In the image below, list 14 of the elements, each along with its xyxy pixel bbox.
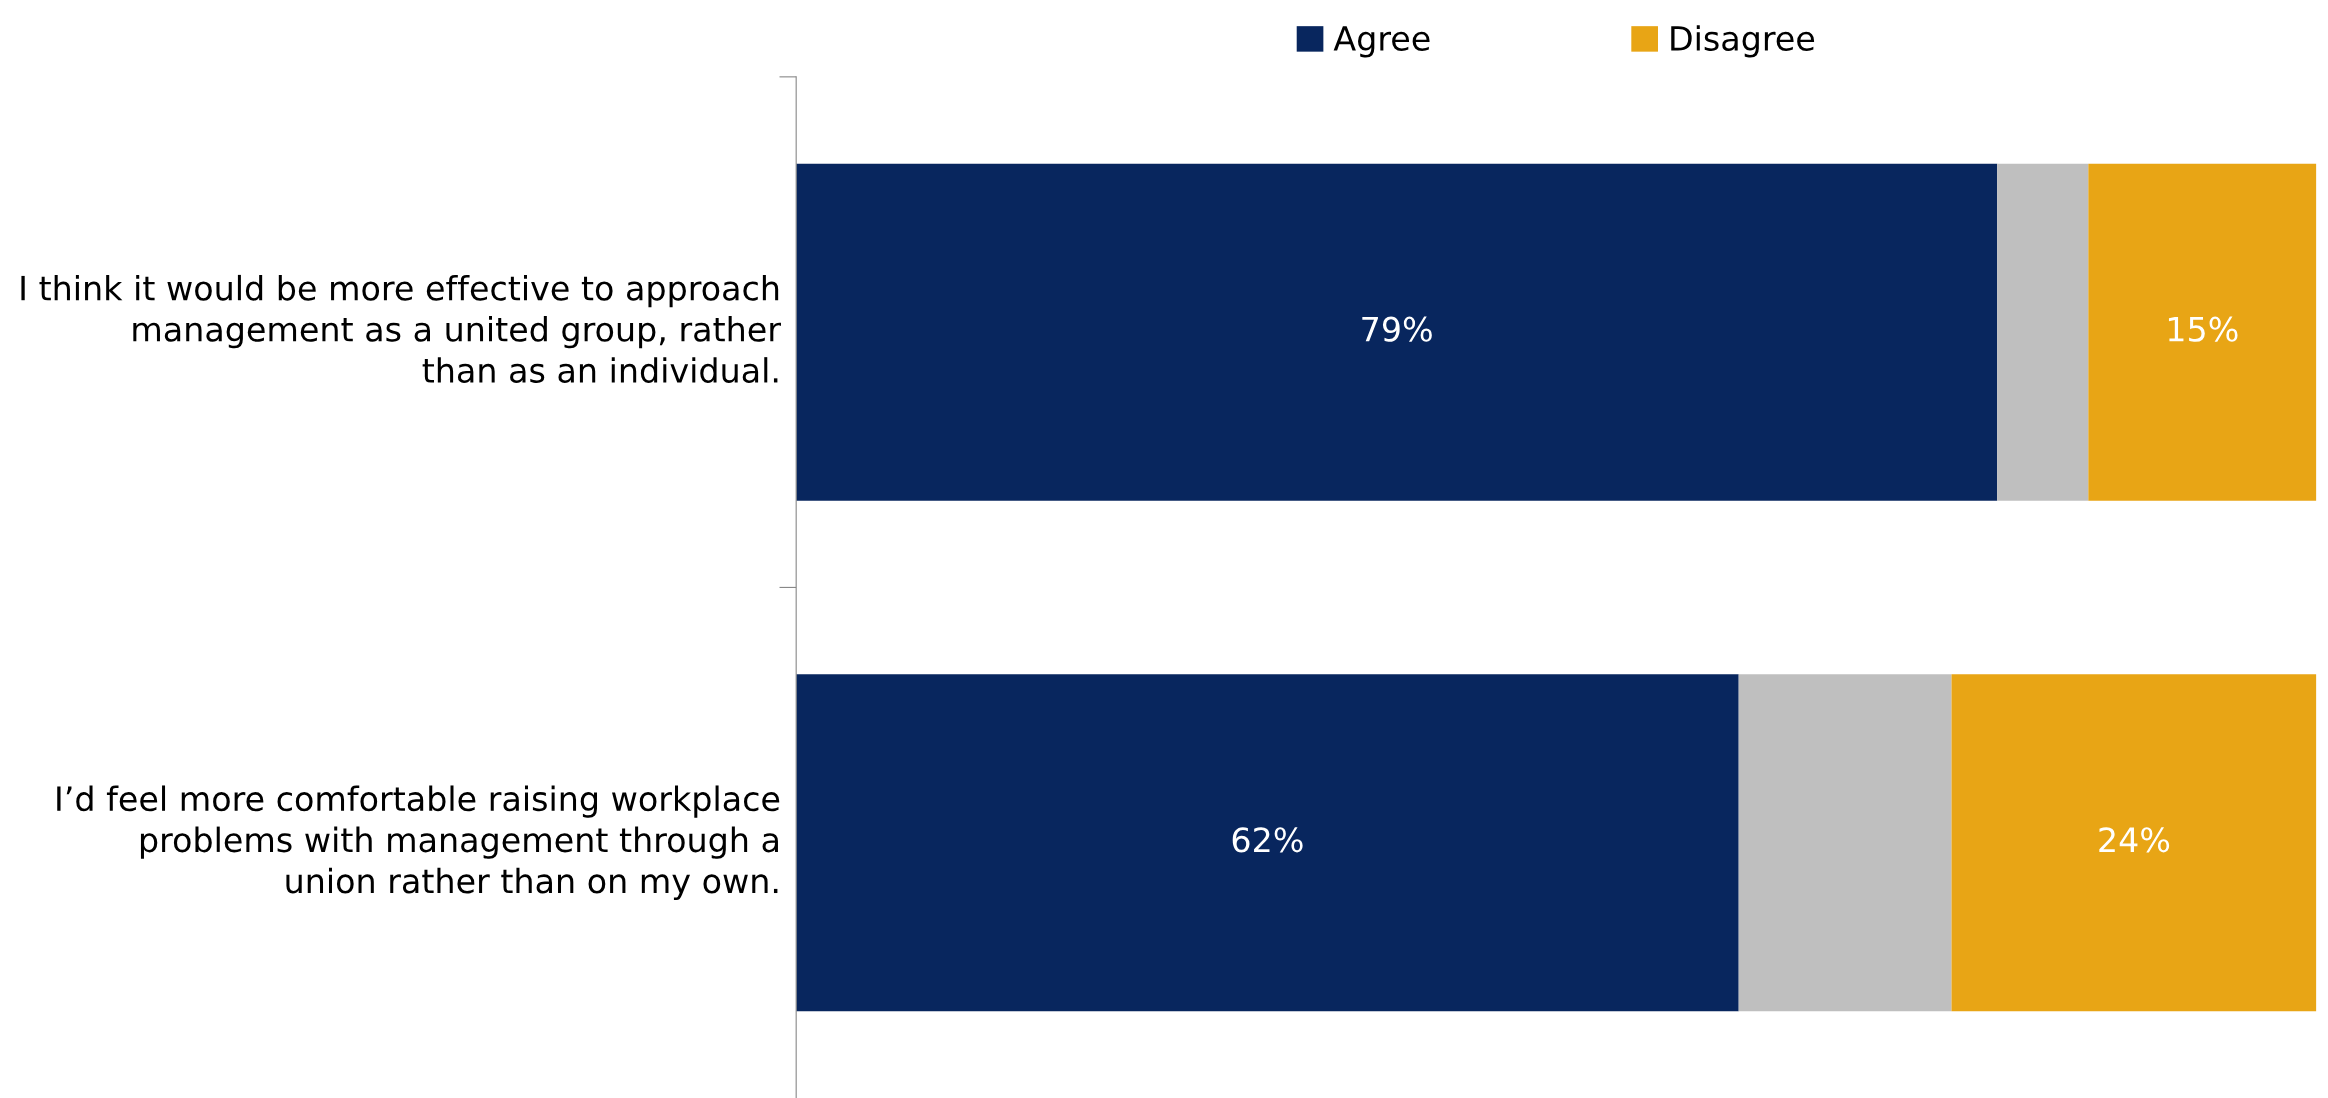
data-label: 79% bbox=[1362, 316, 1432, 342]
data-label: 24% bbox=[2099, 827, 2170, 853]
data-label: 15% bbox=[2168, 316, 2238, 342]
y-tick-label: I’d feel more comfortable raising workplace problems with management through a union rather than on my own. bbox=[57, 785, 780, 900]
bar bbox=[1997, 163, 2089, 501]
legend-label: Disagree bbox=[1671, 25, 1815, 58]
legend-label: Agree bbox=[1333, 26, 1430, 58]
bar bbox=[2088, 163, 2317, 501]
y-tick-label: I think it would be more effective to approach management as a united group, rather than as an individual. bbox=[21, 274, 781, 383]
bar bbox=[796, 163, 1998, 501]
data-label: 62% bbox=[1232, 827, 1303, 853]
bar bbox=[796, 674, 1739, 1012]
bar bbox=[1951, 674, 2317, 1012]
bar bbox=[1738, 674, 1952, 1012]
